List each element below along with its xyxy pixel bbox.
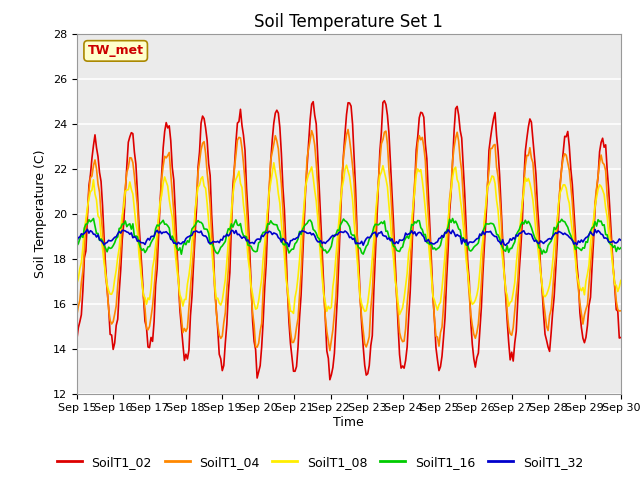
X-axis label: Time: Time xyxy=(333,416,364,429)
Text: TW_met: TW_met xyxy=(88,44,144,58)
Y-axis label: Soil Temperature (C): Soil Temperature (C) xyxy=(35,149,47,278)
Legend: SoilT1_02, SoilT1_04, SoilT1_08, SoilT1_16, SoilT1_32: SoilT1_02, SoilT1_04, SoilT1_08, SoilT1_… xyxy=(52,451,588,474)
Title: Soil Temperature Set 1: Soil Temperature Set 1 xyxy=(254,12,444,31)
